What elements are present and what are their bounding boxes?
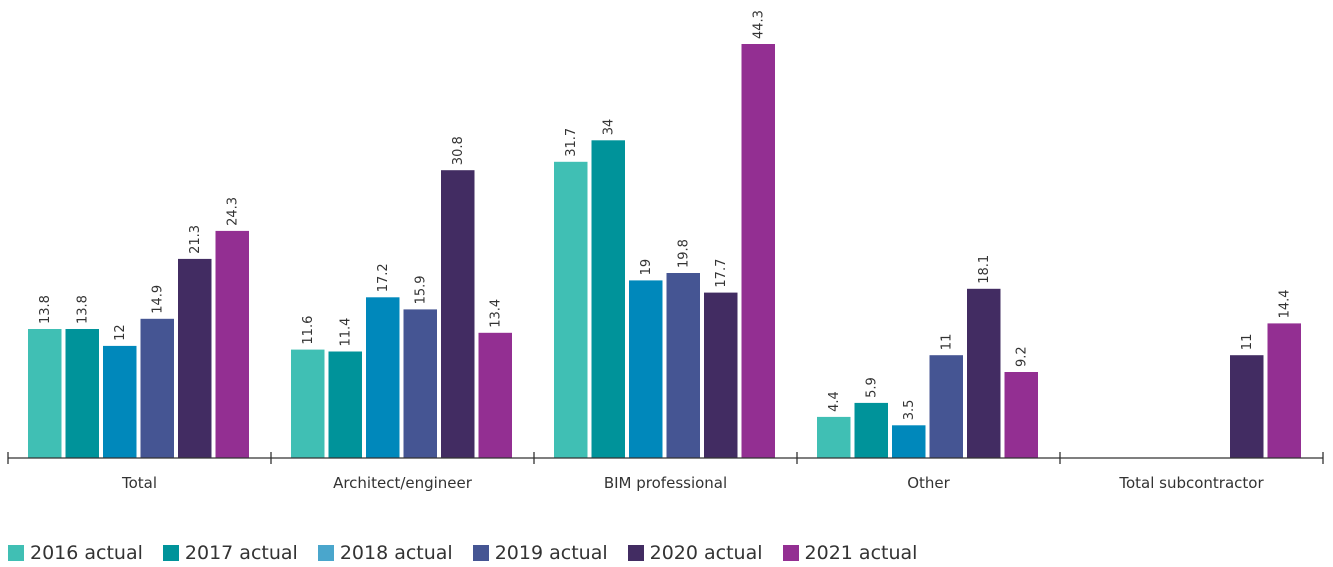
legend-item: 2016 actual: [8, 542, 143, 564]
data-label: 24.3: [225, 197, 240, 226]
bar: [178, 258, 212, 458]
data-label: 13.8: [75, 295, 90, 324]
data-label: 17.7: [714, 259, 729, 288]
data-label: 19.8: [676, 239, 691, 268]
category-label: Other: [907, 474, 950, 492]
data-label: 11: [1240, 334, 1255, 351]
data-label: 14.9: [150, 285, 165, 314]
bar: [441, 170, 475, 458]
legend-item: 2018 actual: [317, 542, 453, 564]
legend-item: 2017 actual: [162, 542, 298, 564]
category-label: Total: [121, 474, 157, 492]
legend-swatch: [317, 545, 334, 561]
bar: [1267, 323, 1301, 458]
data-label: 11: [939, 334, 954, 351]
legend-label: 2018 actual: [339, 542, 453, 564]
legend-swatch: [782, 545, 799, 561]
data-label: 3.5: [902, 400, 917, 421]
bar: [103, 345, 137, 458]
legend-item: 2020 actual: [627, 542, 763, 564]
bar: [1004, 372, 1038, 458]
x-axis: Total Architect/engineer BIM professional O…: [7, 452, 1324, 492]
data-label: 14.4: [1277, 289, 1292, 318]
data-label: 13.4: [488, 299, 503, 328]
data-label: 31.7: [564, 128, 579, 157]
bar: [65, 329, 99, 458]
bar: [554, 161, 588, 459]
legend-swatch: [472, 545, 489, 561]
bar: [929, 355, 963, 458]
bar: [666, 273, 700, 458]
bar: [478, 332, 512, 458]
bar: [629, 280, 663, 458]
bar: [892, 425, 926, 458]
bar: [328, 351, 362, 458]
legend-swatch: [627, 545, 644, 561]
data-label: 30.8: [451, 136, 466, 165]
data-label: 4.4: [827, 391, 842, 412]
bar: [366, 297, 400, 458]
bars-layer: [28, 44, 1301, 459]
data-label: 34: [601, 119, 616, 136]
data-label: 5.9: [864, 377, 879, 398]
bar: [704, 292, 738, 458]
bar: [591, 140, 625, 459]
legend-label: 2021 actual: [804, 542, 918, 564]
data-label: 19: [639, 259, 654, 276]
data-label: 11.4: [338, 318, 353, 347]
data-label: 12: [113, 324, 128, 341]
data-label: 21.3: [188, 225, 203, 254]
bar: [1230, 355, 1264, 458]
data-label: 13.8: [38, 295, 53, 324]
legend-swatch: [162, 545, 179, 561]
legend-swatch: [8, 545, 24, 561]
value-labels-layer: 13.8 13.8 12 14.9 21.3 24.3 11.6 11.4 17.2 15.9 30…: [38, 10, 1293, 420]
bar: [817, 416, 851, 458]
bar: [854, 402, 888, 458]
legend: 2016 actual 2017 actual 2018 actual 2019 ac…: [8, 542, 917, 564]
bar: [140, 318, 174, 458]
legend-label: 2019 actual: [494, 542, 608, 564]
bar: [215, 230, 249, 458]
bar: [967, 288, 1001, 458]
bar: [403, 309, 437, 458]
legend-item: 2019 actual: [472, 542, 608, 564]
legend-label: 2017 actual: [184, 542, 298, 564]
data-label: 11.6: [301, 316, 316, 345]
legend-item: 2021 actual: [782, 542, 918, 564]
data-label: 17.2: [376, 263, 391, 292]
bar: [741, 44, 775, 458]
category-label: Total subcontractor: [1118, 474, 1264, 492]
bar: [291, 349, 325, 458]
legend-label: 2020 actual: [649, 542, 763, 564]
legend-label: 2016 actual: [30, 542, 143, 564]
data-label: 9.2: [1014, 346, 1029, 367]
category-label: BIM professional: [604, 474, 727, 492]
data-label: 18.1: [977, 255, 992, 284]
data-label: 15.9: [413, 275, 428, 304]
bar: [28, 329, 62, 458]
category-label: Architect/engineer: [333, 474, 473, 492]
data-label: 44.3: [751, 10, 766, 39]
